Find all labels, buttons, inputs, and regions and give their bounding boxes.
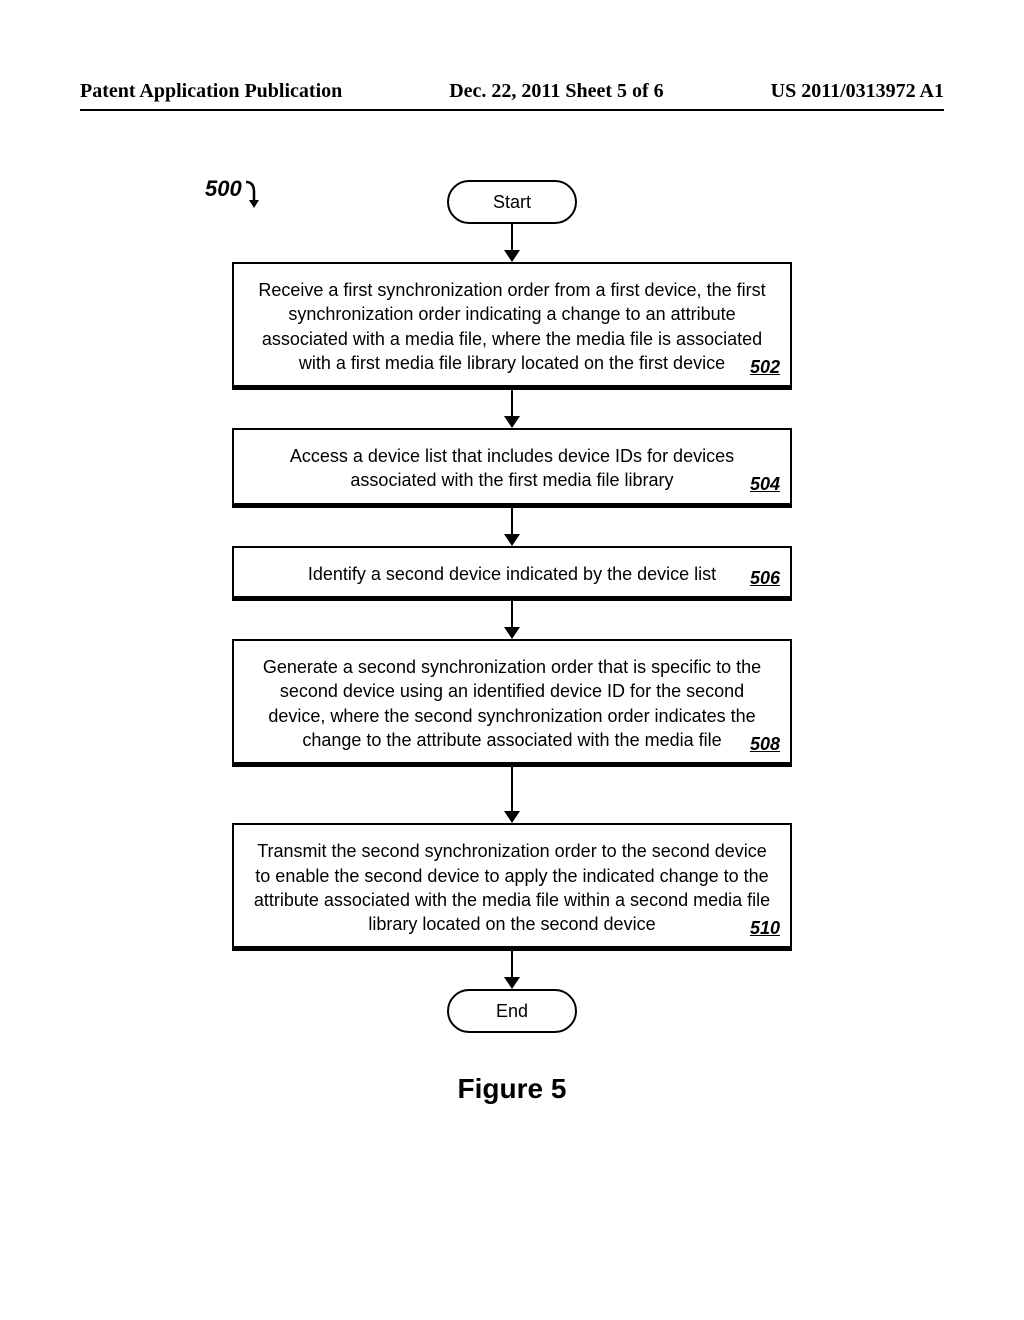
- start-terminal: Start: [447, 180, 577, 224]
- arrow-line: [511, 601, 513, 627]
- arrow-head-icon: [504, 811, 520, 823]
- start-label: Start: [493, 192, 531, 213]
- process-step: Access a device list that includes devic…: [232, 428, 792, 508]
- step-number: 504: [750, 472, 780, 496]
- step-text: Receive a first synchronization order fr…: [258, 280, 765, 373]
- arrow: [504, 601, 520, 639]
- step-text: Generate a second synchronization order …: [263, 657, 761, 750]
- arrow-line: [511, 508, 513, 534]
- step-number: 502: [750, 355, 780, 379]
- header-left: Patent Application Publication: [80, 80, 342, 103]
- arrow: [504, 224, 520, 262]
- end-terminal: End: [447, 989, 577, 1033]
- step-text: Access a device list that includes devic…: [290, 446, 734, 490]
- arrow: [504, 951, 520, 989]
- arrow-line: [511, 951, 513, 977]
- process-step: Transmit the second synchronization orde…: [232, 823, 792, 951]
- step-number: 510: [750, 916, 780, 940]
- process-step: Receive a first synchronization order fr…: [232, 262, 792, 390]
- header-row: Patent Application Publication Dec. 22, …: [80, 80, 944, 103]
- end-label: End: [496, 1001, 528, 1022]
- page-header: Patent Application Publication Dec. 22, …: [0, 80, 1024, 111]
- header-center: Dec. 22, 2011 Sheet 5 of 6: [449, 80, 663, 103]
- arrow-head-icon: [504, 416, 520, 428]
- arrow-head-icon: [504, 534, 520, 546]
- arrow-head-icon: [504, 977, 520, 989]
- arrow-head-icon: [504, 250, 520, 262]
- header-right: US 2011/0313972 A1: [771, 80, 944, 103]
- step-text: Transmit the second synchronization orde…: [254, 841, 770, 934]
- process-step: Generate a second synchronization order …: [232, 639, 792, 767]
- arrow-line: [511, 390, 513, 416]
- arrow-line: [511, 224, 513, 250]
- process-step: Identify a second device indicated by th…: [232, 546, 792, 601]
- figure-caption: Figure 5: [458, 1073, 567, 1105]
- arrow: [504, 508, 520, 546]
- header-rule: [80, 109, 944, 111]
- step-text: Identify a second device indicated by th…: [308, 564, 716, 584]
- step-number: 506: [750, 566, 780, 590]
- arrow: [504, 390, 520, 428]
- step-number: 508: [750, 732, 780, 756]
- arrow-line: [511, 767, 513, 811]
- arrow-head-icon: [504, 627, 520, 639]
- flowchart: Start Receive a first synchronization or…: [222, 180, 802, 1105]
- arrow: [504, 767, 520, 823]
